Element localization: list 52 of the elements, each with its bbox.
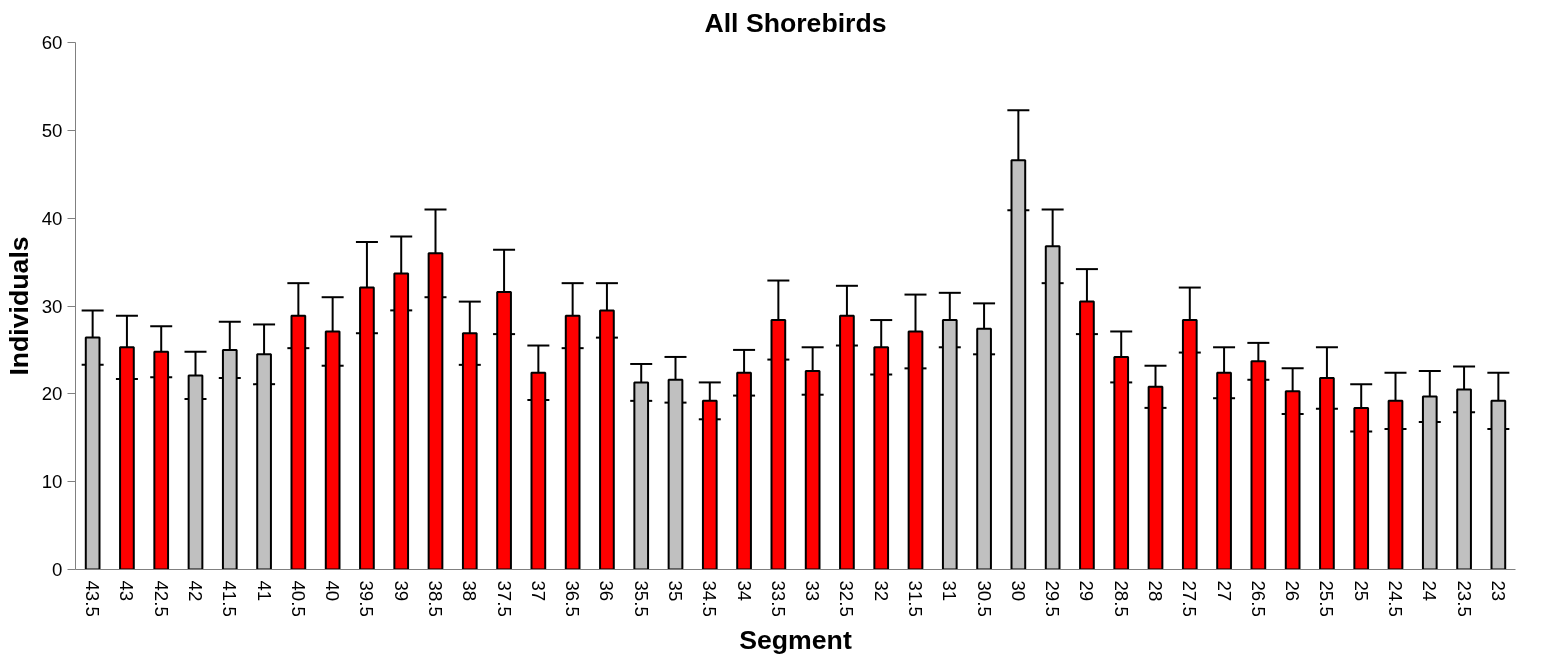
x-tick-label: 36 (596, 580, 618, 602)
x-tick-label: 38.5 (425, 580, 446, 617)
x-tick-label: 37 (527, 580, 549, 602)
x-tick-label: 32 (870, 580, 892, 602)
x-tick-label: 25.5 (1316, 580, 1338, 617)
x-axis-title: Segment (739, 624, 852, 655)
x-tick-label: 42 (185, 580, 206, 602)
y-tick-label: 50 (41, 119, 63, 141)
x-tick-label: 33.5 (767, 580, 789, 617)
x-tick-label: 38 (459, 580, 481, 602)
y-axis-title: Individuals (3, 236, 34, 376)
x-tick-label: 24 (1419, 580, 1441, 602)
y-tick-label: 30 (41, 295, 63, 317)
y-tick-label: 20 (41, 383, 63, 405)
x-tick-label: 23 (1487, 580, 1509, 602)
x-tick-label: 37.5 (493, 580, 515, 617)
x-tick-label: 36.5 (562, 580, 584, 617)
x-tick-label: 32.5 (836, 580, 858, 617)
x-tick-label: 43.5 (82, 580, 104, 617)
x-tick-label: 41.5 (219, 580, 241, 617)
x-tick-label: 33 (802, 580, 824, 602)
x-tick-label: 34.5 (699, 580, 721, 617)
x-tick-label: 26.5 (1247, 580, 1269, 617)
x-tick-label: 28.5 (1110, 580, 1132, 617)
x-tick-label: 43 (116, 580, 138, 602)
x-tick-label: 29.5 (1042, 580, 1064, 617)
x-tick-label: 42.5 (150, 580, 172, 617)
y-tick-label: 60 (41, 32, 63, 53)
chart-title: All Shorebirds (704, 7, 887, 38)
x-tick-label: 29 (1076, 580, 1098, 602)
x-tick-label: 31.5 (905, 580, 926, 617)
x-tick-label: 30.5 (973, 580, 995, 617)
x-tick-label: 27.5 (1179, 580, 1201, 617)
x-tick-label: 24.5 (1385, 580, 1406, 617)
x-tick-label: 27 (1213, 580, 1235, 602)
x-tick-label: 23.5 (1453, 580, 1475, 617)
y-tick-label: 40 (41, 207, 63, 229)
x-tick-label: 28 (1145, 580, 1166, 602)
x-tick-label: 40 (322, 580, 344, 602)
y-tick-label: 0 (52, 559, 63, 580)
x-tick-label: 30 (1007, 580, 1029, 602)
x-tick-label: 31 (939, 580, 961, 602)
y-tick-label: 10 (41, 471, 63, 493)
x-tick-label: 41 (253, 580, 275, 602)
x-tick-label: 39 (390, 580, 412, 602)
x-tick-label: 35 (665, 580, 686, 602)
x-tick-label: 34 (733, 580, 755, 602)
x-tick-label: 26 (1282, 580, 1304, 602)
x-tick-label: 40.5 (287, 580, 309, 617)
x-tick-label: 39.5 (356, 580, 378, 617)
x-tick-label: 25 (1350, 580, 1372, 602)
x-tick-label: 35.5 (630, 580, 652, 617)
